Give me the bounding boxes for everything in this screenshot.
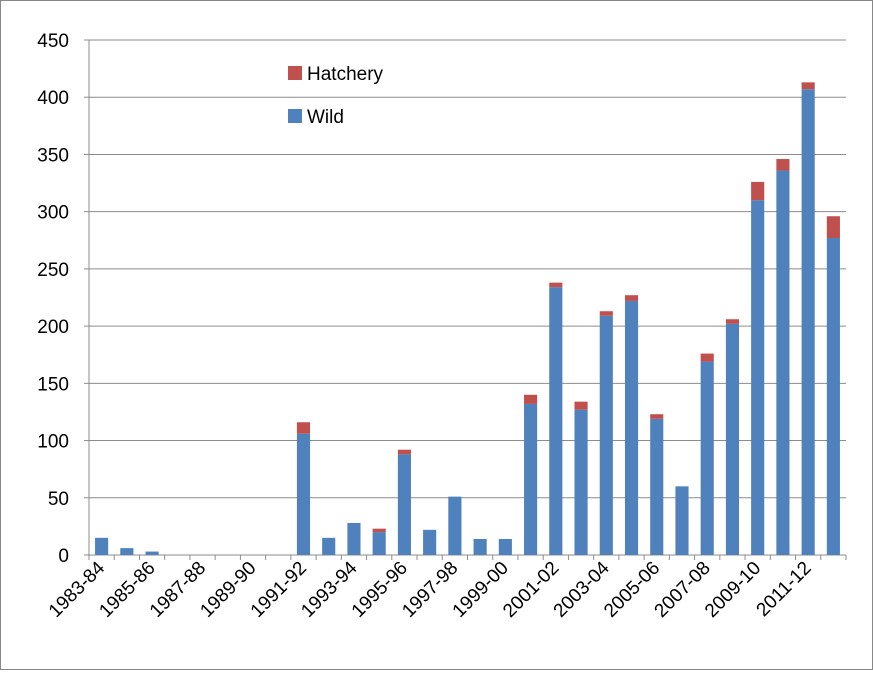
bar-segment — [423, 529, 437, 555]
bar-segment — [549, 282, 563, 288]
bar-segment — [826, 216, 840, 238]
bar-segment — [498, 538, 512, 555]
bar-segment — [397, 449, 411, 455]
y-tick-label: 50 — [48, 489, 69, 510]
bar-segment — [296, 422, 311, 434]
bar-segment — [700, 353, 714, 362]
bar-segment — [347, 522, 361, 555]
bar-segment — [574, 401, 588, 410]
y-tick-label: 350 — [37, 145, 69, 166]
bar-segment — [322, 537, 336, 555]
y-tick-label: 300 — [37, 203, 69, 224]
y-tick-label: 100 — [37, 432, 69, 453]
bar-segment — [473, 538, 487, 555]
bar-segment — [650, 418, 664, 555]
y-tick-label: 0 — [58, 546, 69, 567]
legend-label: Hatchery — [307, 64, 384, 85]
bar-segment — [725, 323, 740, 555]
y-tick-label: 450 — [37, 31, 69, 52]
bar-segment — [751, 181, 765, 201]
bar-segment — [145, 551, 159, 555]
legend-label: Wild — [307, 107, 344, 128]
bar-segment — [801, 82, 815, 90]
legend-swatch — [288, 66, 302, 80]
bar-segment — [700, 361, 714, 555]
bar-segment — [372, 532, 386, 555]
bar-segment — [624, 300, 639, 555]
bar-segment — [372, 528, 386, 533]
bar-segment — [776, 159, 790, 171]
bar-segment — [776, 170, 790, 555]
bar-segment — [448, 496, 462, 555]
bar-segment — [524, 403, 538, 555]
bar-segment — [675, 486, 689, 555]
legend-swatch — [288, 109, 302, 123]
bar-segment — [95, 537, 109, 555]
bar-segment — [650, 414, 664, 419]
y-tick-label: 400 — [37, 88, 69, 109]
bar-segment — [574, 409, 588, 555]
bar-segment — [524, 394, 538, 404]
bar-segment — [296, 433, 311, 555]
y-tick-label: 250 — [37, 260, 69, 281]
bar-segment — [826, 237, 840, 555]
bar-segment — [599, 315, 613, 555]
bar-segment — [120, 548, 134, 555]
bar-segment — [751, 200, 765, 555]
bar-segment — [599, 311, 613, 316]
bar-segment — [549, 287, 563, 555]
bar-segment — [397, 454, 411, 555]
y-tick-label: 200 — [37, 317, 69, 338]
bar-segment — [624, 295, 639, 301]
bar-segment — [725, 319, 740, 324]
y-tick-label: 150 — [37, 374, 69, 395]
bar-segment — [801, 89, 815, 555]
